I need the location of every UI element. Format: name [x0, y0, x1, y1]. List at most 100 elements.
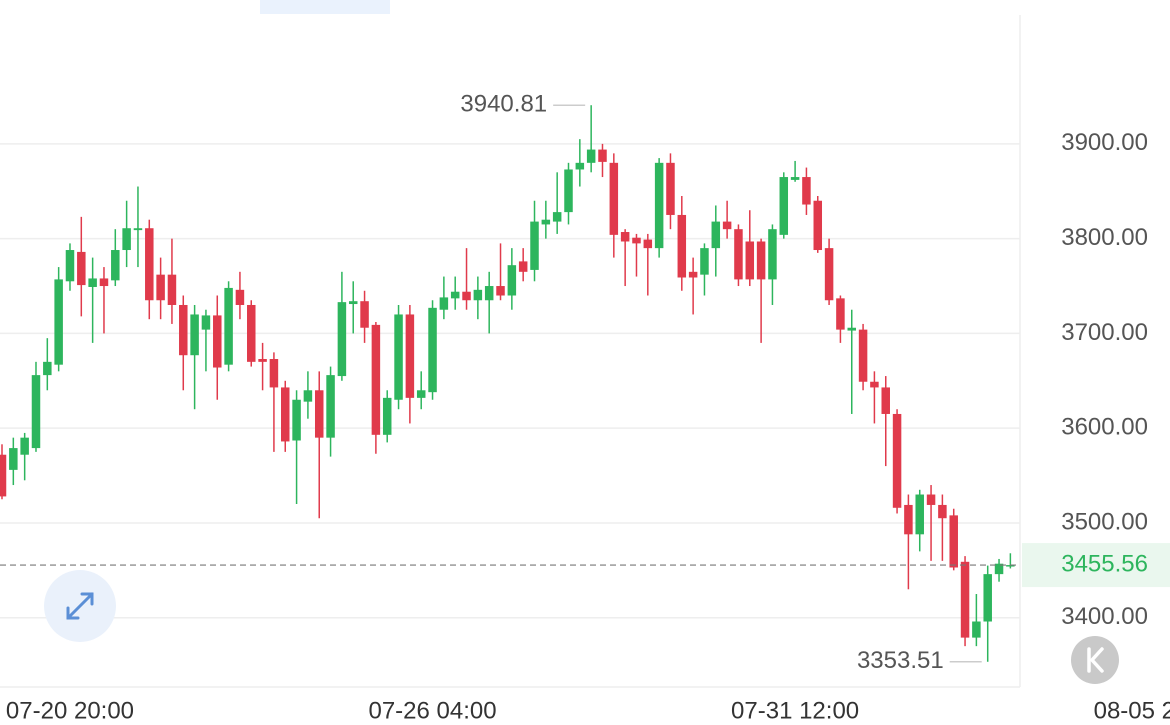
candle-body — [824, 248, 834, 301]
candle-body — [405, 314, 415, 398]
candle-body — [586, 149, 596, 163]
x-tick-label: 08-05 20:00 — [1094, 697, 1170, 724]
candle-body — [643, 239, 653, 249]
expand-button[interactable] — [44, 570, 116, 642]
candle-body — [303, 390, 313, 402]
candle-body — [813, 200, 823, 251]
candle-body — [224, 287, 233, 365]
candle-body — [31, 375, 41, 449]
candle-body — [756, 241, 766, 280]
y-tick-label: 3500.00 — [1061, 508, 1148, 535]
candle-body — [507, 265, 517, 296]
candle-body — [666, 162, 675, 215]
candle-body — [722, 221, 732, 230]
candle-body — [326, 375, 335, 438]
candle-body — [462, 291, 471, 301]
candle-body — [281, 387, 290, 442]
candle-body — [484, 286, 494, 301]
candle-body — [836, 298, 845, 330]
candle-body — [179, 304, 188, 356]
candle-body — [518, 261, 528, 272]
candle-body — [122, 228, 131, 251]
candle-body — [145, 228, 154, 301]
candle-body — [790, 177, 800, 180]
x-tick-label: 07-20 20:00 — [6, 697, 134, 724]
latest-icon — [1087, 647, 1104, 673]
candle-body — [201, 315, 211, 330]
candle-body — [745, 241, 755, 280]
candle-body — [394, 314, 403, 400]
candle-body — [65, 250, 75, 282]
candle-body — [688, 271, 698, 278]
candle-body — [450, 291, 460, 299]
candle-body — [247, 304, 256, 362]
y-tick-label: 3700.00 — [1061, 319, 1148, 346]
expand-icon — [66, 592, 94, 620]
candle-body — [541, 219, 551, 225]
candle-body — [269, 359, 279, 388]
candle-body — [156, 274, 165, 301]
candle-body — [598, 149, 607, 162]
candle-body — [1006, 565, 1015, 567]
candle-body — [892, 413, 902, 508]
candle-body — [700, 248, 709, 275]
candle-body — [9, 448, 18, 470]
candle-body — [552, 212, 562, 222]
candle-body — [20, 437, 29, 455]
candle-body — [167, 274, 177, 305]
candle-body — [473, 289, 483, 301]
candle-body — [337, 302, 347, 377]
candle-body — [88, 278, 97, 287]
candle-body — [0, 454, 7, 497]
candle-body — [994, 563, 1004, 575]
candle-body — [609, 162, 619, 235]
candle-body — [428, 307, 437, 393]
candle-body — [768, 229, 777, 280]
candle-body — [904, 504, 913, 535]
candle-body — [972, 621, 981, 638]
candle-body — [314, 390, 324, 438]
current-price-box — [1022, 543, 1170, 588]
candle-body — [213, 315, 222, 368]
candle-body — [926, 494, 936, 505]
candle-body — [258, 359, 267, 362]
candle-body — [111, 250, 120, 281]
y-tick-label: 3400.00 — [1061, 603, 1148, 630]
candle-body — [960, 561, 970, 638]
candle-body — [632, 237, 641, 244]
candle-body — [371, 324, 381, 435]
max-label: 3940.81 — [460, 91, 547, 118]
back-to-latest-button[interactable] — [1071, 636, 1119, 684]
candle-body — [915, 494, 924, 535]
y-tick-label: 3800.00 — [1061, 224, 1148, 251]
candle-body — [43, 361, 52, 376]
candle-body — [870, 381, 879, 388]
overlays: 3940.81 3353.51 3455.56 — [0, 91, 1170, 674]
candle-body — [416, 390, 426, 398]
candle-body — [190, 314, 199, 356]
x-tick-label: 07-26 04:00 — [368, 697, 496, 724]
candles — [0, 105, 1015, 662]
y-tick-label: 3600.00 — [1061, 414, 1148, 441]
candle-body — [847, 327, 856, 331]
candle-body — [235, 289, 245, 305]
candle-body — [802, 177, 811, 205]
candle-body — [677, 214, 687, 278]
candle-body — [292, 399, 301, 441]
candle-body — [881, 387, 890, 414]
current-price-label: 3455.56 — [1061, 550, 1148, 577]
latest-button-bg[interactable] — [1071, 636, 1119, 684]
candle-body — [99, 278, 109, 287]
top-tab — [260, 0, 390, 14]
candle-body — [983, 574, 992, 622]
candle-body — [711, 221, 721, 249]
candle-body — [564, 169, 573, 213]
candle-body — [949, 515, 958, 568]
candle-body — [382, 397, 392, 435]
candle-body — [496, 286, 505, 296]
candle-body — [133, 228, 143, 231]
y-tick-label: 3900.00 — [1061, 129, 1148, 156]
candle-body — [938, 504, 947, 519]
grid: 3400.00 3500.00 3600.00 3700.00 3800.00 3900.… — [0, 129, 1170, 724]
